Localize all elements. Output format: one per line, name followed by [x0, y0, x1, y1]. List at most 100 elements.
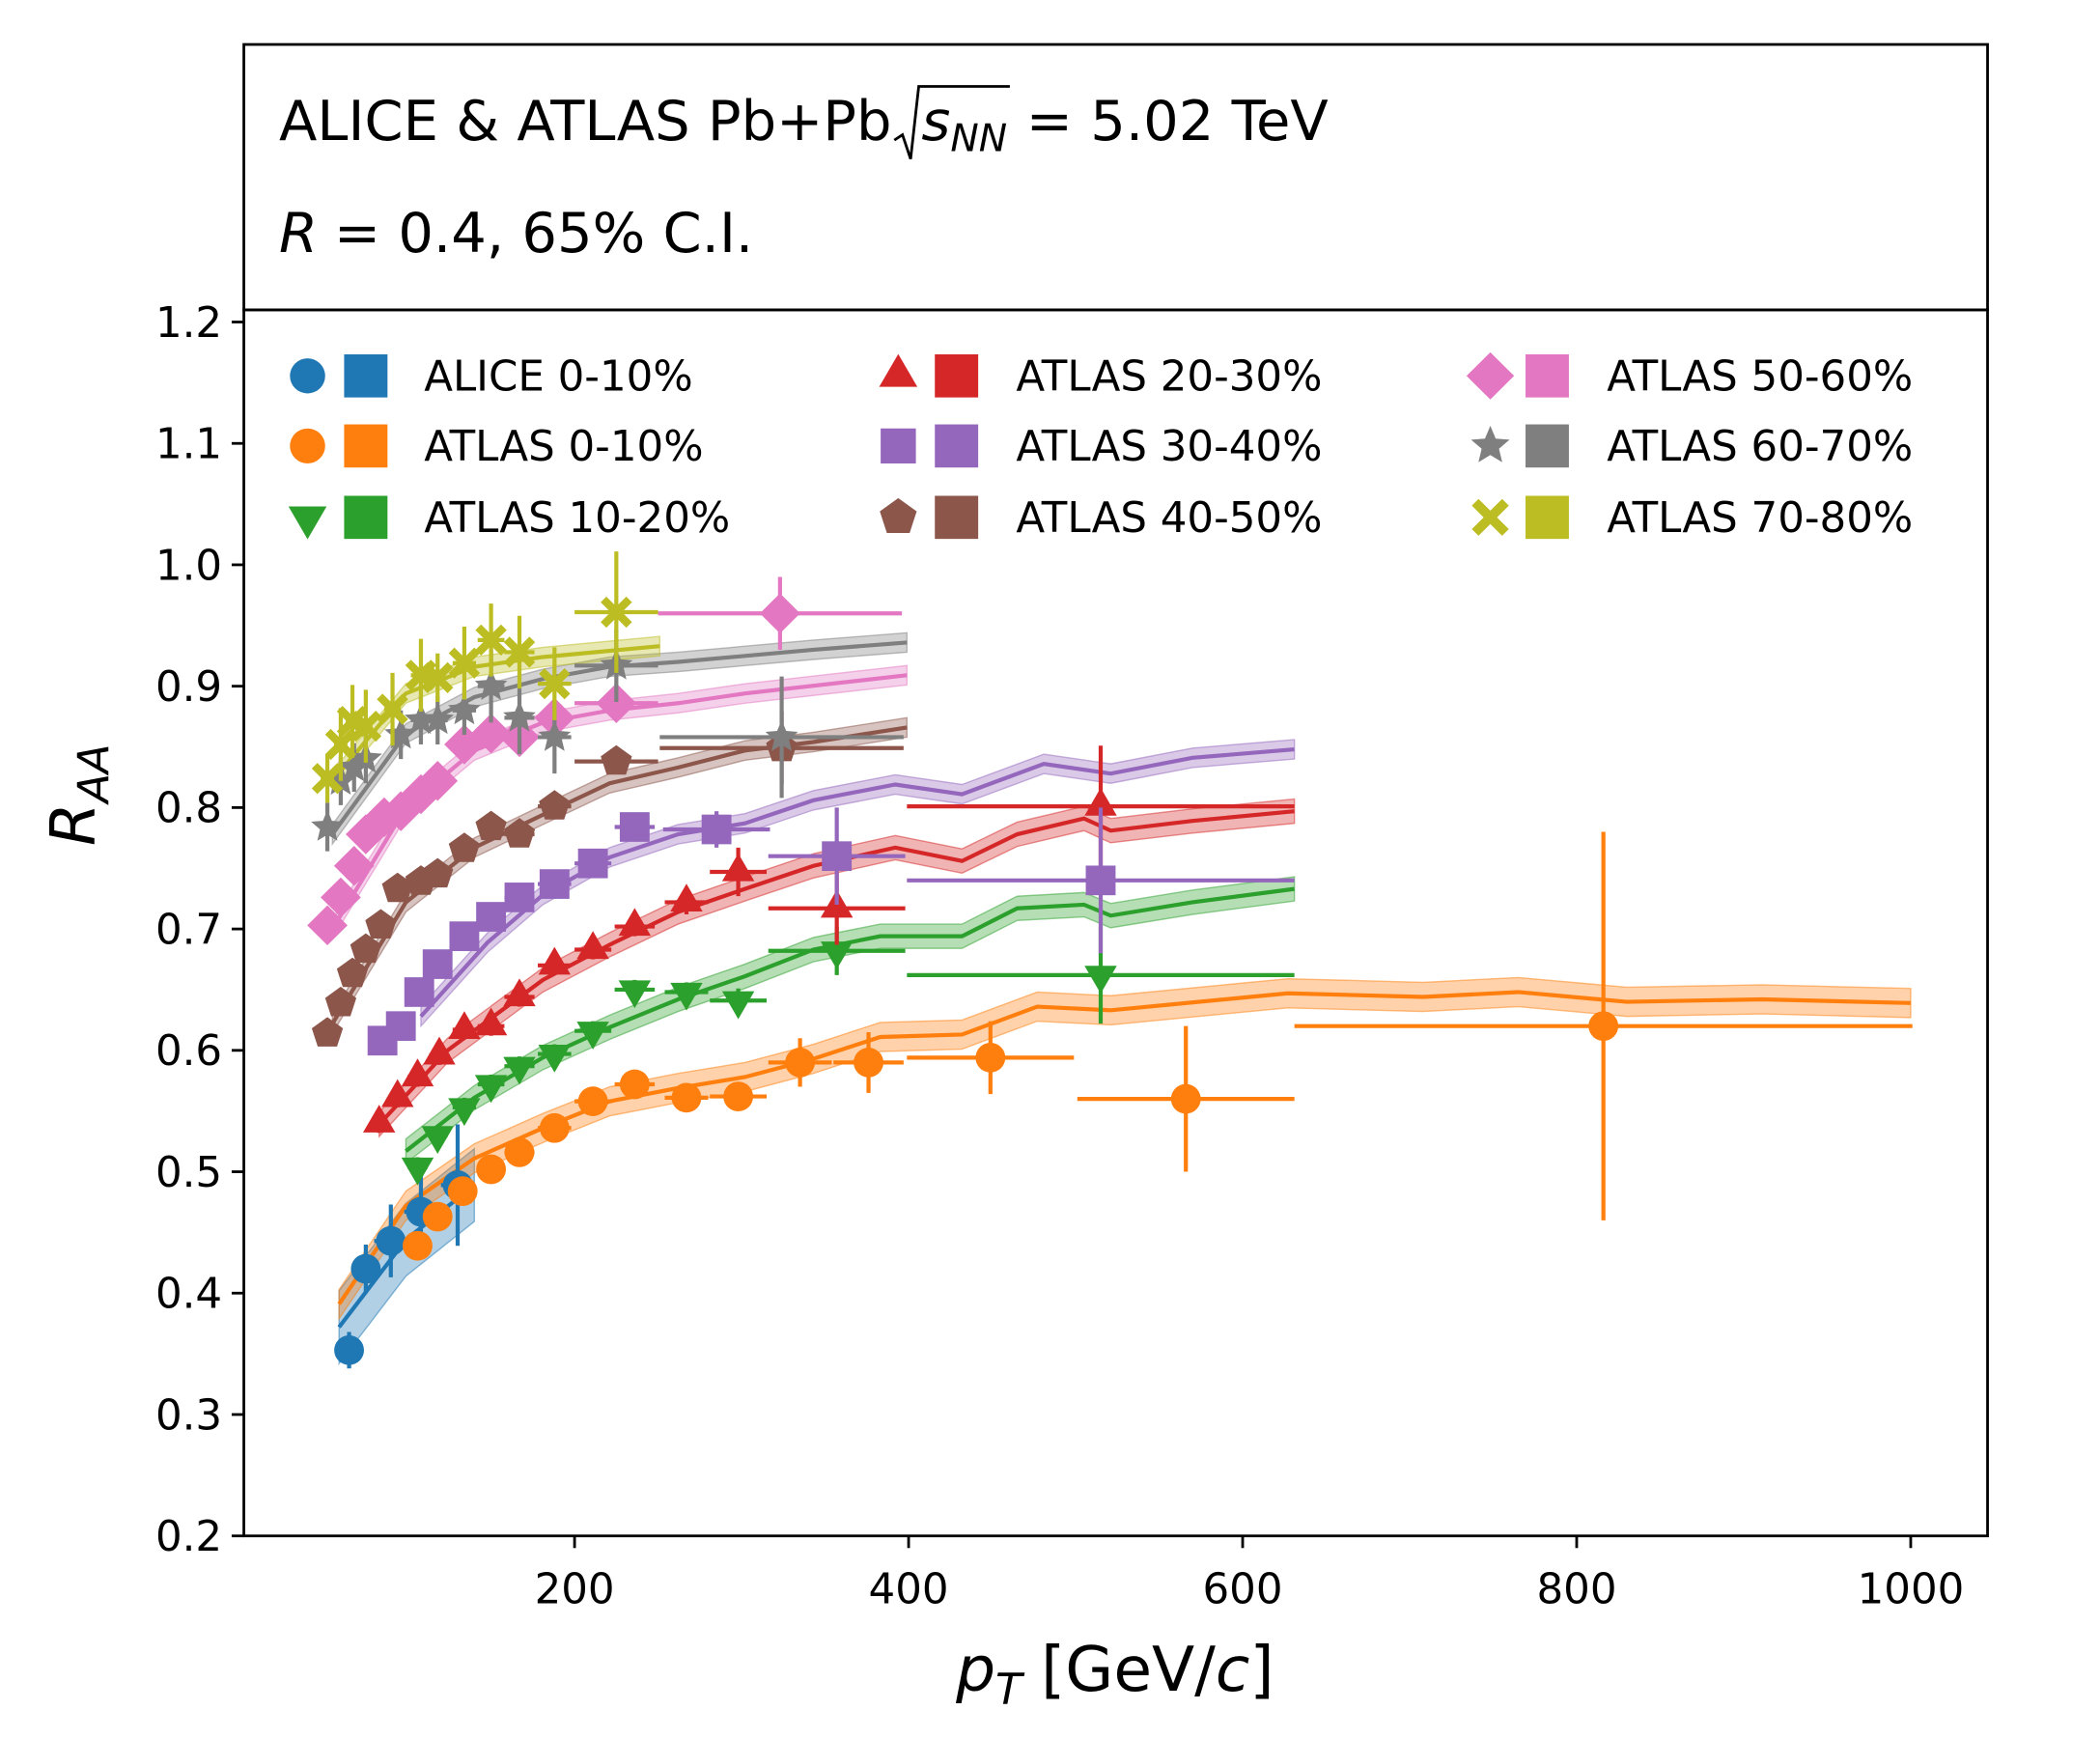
- legend-patch: [344, 353, 388, 398]
- marker: [336, 957, 369, 988]
- marker: [504, 883, 535, 912]
- marker: [1471, 498, 1509, 536]
- marker: [350, 711, 382, 743]
- legend-entry: ATLAS 0-10%: [290, 423, 704, 471]
- title-after: = 5.02 TeV: [1026, 89, 1329, 154]
- marker: [448, 1098, 481, 1127]
- marker: [377, 693, 408, 725]
- legend-label: ATLAS 50-60%: [1607, 353, 1913, 402]
- marker: [503, 1056, 536, 1085]
- marker: [670, 982, 703, 1011]
- marker: [290, 358, 325, 394]
- marker: [474, 1075, 508, 1104]
- marker: [721, 853, 755, 882]
- y-tick-label: 1.0: [155, 542, 222, 590]
- x-tick-label: 600: [1203, 1566, 1283, 1614]
- marker: [619, 812, 650, 842]
- marker: [423, 1036, 456, 1065]
- marker: [1588, 1011, 1619, 1042]
- radical-sign: [893, 85, 1010, 160]
- marker: [538, 946, 572, 975]
- marker: [765, 719, 798, 751]
- legend-entry: ATLAS 20-30%: [879, 353, 1322, 402]
- y-tick-label: 1.2: [155, 299, 222, 348]
- marker: [539, 869, 570, 899]
- x-tick-label: 1000: [1858, 1566, 1965, 1614]
- marker: [474, 1007, 508, 1036]
- marker: [670, 883, 703, 912]
- marker: [324, 728, 357, 761]
- marker: [311, 809, 344, 841]
- model-line: [337, 990, 1912, 1305]
- marker: [601, 744, 632, 775]
- y-tick-label: 0.2: [155, 1513, 222, 1561]
- legend-patch: [1526, 424, 1569, 468]
- x-tick-label: 800: [1536, 1566, 1616, 1614]
- marker: [577, 848, 608, 879]
- marker: [577, 1086, 608, 1116]
- marker: [618, 908, 652, 937]
- marker: [785, 1048, 816, 1078]
- y-tick-label: 0.4: [155, 1271, 222, 1319]
- marker: [421, 1126, 454, 1155]
- chart-title: ALICE & ATLAS Pb+Pb sNN = 5.02 TeV: [279, 89, 1329, 160]
- xlabel-close: ]: [1249, 1634, 1274, 1706]
- model-band: [405, 876, 1296, 1165]
- legend-label: ATLAS 40-50%: [1016, 494, 1322, 543]
- marker: [422, 1201, 453, 1232]
- legend-patch: [935, 495, 979, 540]
- y-tick-label: 0.8: [155, 785, 222, 833]
- xlabel-main: p: [955, 1634, 995, 1706]
- marker: [401, 773, 441, 815]
- marker: [723, 1081, 754, 1111]
- marker: [362, 1105, 396, 1133]
- xlabel-unit: c: [1216, 1634, 1249, 1706]
- y-tick-label: 0.6: [155, 1027, 222, 1076]
- marker: [820, 941, 854, 969]
- marker: [975, 1043, 1006, 1073]
- model-band: [331, 635, 661, 793]
- plot-area: [307, 551, 1913, 1369]
- marker: [503, 700, 536, 732]
- title-root: s: [921, 89, 950, 154]
- marker: [475, 624, 507, 657]
- model-band: [338, 976, 1912, 1321]
- marker: [539, 790, 571, 820]
- marker: [619, 1069, 650, 1100]
- legend-entry: ATLAS 50-60%: [1466, 351, 1913, 402]
- marker: [447, 1176, 478, 1207]
- xlabel-open: [GeV/: [1041, 1634, 1216, 1706]
- subtitle-rest: = 0.4, 65% C.I.: [334, 201, 753, 266]
- marker: [596, 683, 637, 723]
- legend-label: ATLAS 60-70%: [1607, 423, 1913, 471]
- marker: [476, 1154, 507, 1185]
- legend-patch: [935, 424, 979, 468]
- marker: [671, 1082, 702, 1113]
- marker: [618, 980, 652, 1009]
- legend-label: ALICE 0-10%: [424, 353, 692, 402]
- marker: [311, 763, 344, 795]
- marker: [401, 1058, 434, 1087]
- y-tick-label: 0.7: [155, 907, 222, 955]
- marker: [701, 814, 732, 845]
- legend-entry: ATLAS 30-40%: [881, 423, 1322, 471]
- marker: [721, 991, 755, 1020]
- y-tick-label: 1.1: [155, 421, 222, 469]
- marker: [504, 1137, 535, 1167]
- marker: [422, 949, 453, 979]
- marker: [576, 931, 609, 960]
- legend-entry: ATLAS 40-50%: [880, 494, 1322, 543]
- marker: [403, 1230, 433, 1261]
- marker: [503, 818, 536, 848]
- legend-label: ATLAS 70-80%: [1607, 494, 1913, 543]
- marker: [333, 846, 375, 886]
- legend-entry: ALICE 0-10%: [290, 353, 693, 402]
- marker: [470, 713, 512, 754]
- legend-label: ATLAS 30-40%: [1016, 423, 1322, 471]
- marker: [1470, 425, 1510, 463]
- legend-patch: [1526, 353, 1569, 398]
- legend-patch: [344, 424, 388, 468]
- legend-label: ATLAS 10-20%: [424, 494, 730, 543]
